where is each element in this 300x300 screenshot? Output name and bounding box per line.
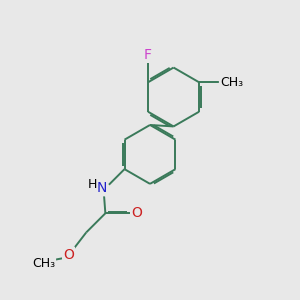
Text: N: N [97, 181, 107, 195]
Text: CH₃: CH₃ [220, 76, 243, 89]
Text: F: F [144, 48, 152, 62]
Text: CH₃: CH₃ [32, 257, 55, 270]
Text: H: H [87, 178, 97, 191]
Text: O: O [63, 248, 74, 262]
Text: O: O [131, 206, 142, 220]
